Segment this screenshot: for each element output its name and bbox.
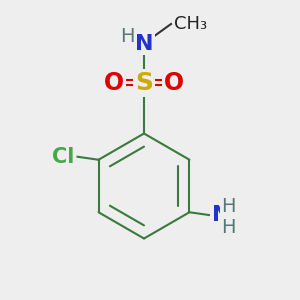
Text: Cl: Cl	[52, 147, 74, 167]
Text: O: O	[104, 70, 124, 94]
Text: CH₃: CH₃	[174, 15, 207, 33]
Text: S: S	[135, 70, 153, 94]
Text: H: H	[120, 27, 135, 46]
Text: H: H	[221, 197, 236, 216]
Text: N: N	[212, 205, 230, 225]
Text: O: O	[164, 70, 184, 94]
Text: H: H	[221, 218, 236, 237]
Text: N: N	[135, 34, 153, 53]
